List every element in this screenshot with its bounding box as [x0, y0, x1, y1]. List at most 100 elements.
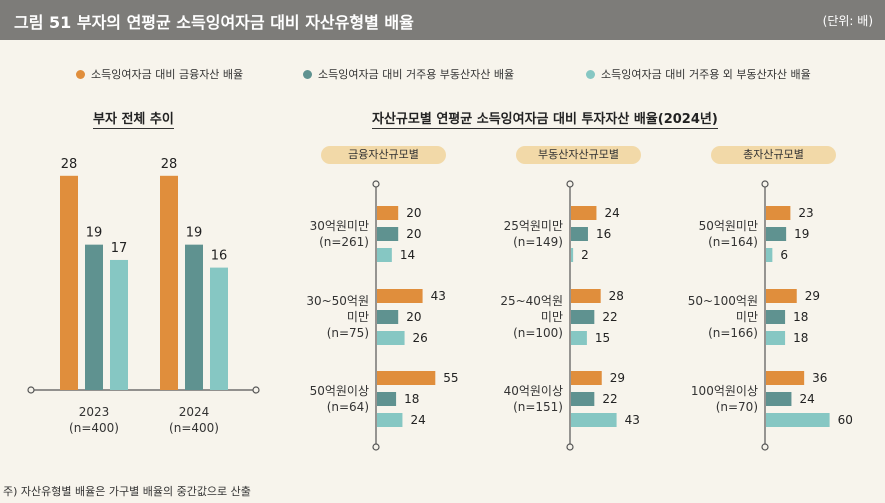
axis-end-marker	[27, 386, 35, 394]
bar	[766, 392, 792, 406]
category-label: 50억원미만	[699, 219, 758, 233]
axis-end-marker	[761, 443, 769, 451]
category-label: 50억원이상	[310, 384, 369, 398]
bar	[60, 175, 78, 390]
category-label: 2024	[179, 405, 210, 419]
figure-title: 그림 51 부자의 연평균 소득잉여자금 대비 자산유형별 배율	[14, 13, 414, 32]
bar	[571, 206, 597, 220]
bar	[571, 289, 601, 303]
data-label: 29	[610, 371, 625, 385]
data-label: 17	[111, 241, 128, 256]
bar	[571, 392, 595, 406]
category-label: 미만	[347, 310, 369, 324]
category-label: (n=75)	[327, 326, 369, 340]
right-section-title: 자산규모별 연평균 소득잉여자금 대비 투자자산 배율(2024년)	[372, 108, 718, 129]
bar	[110, 259, 128, 390]
category-label: (n=70)	[716, 400, 758, 414]
bar	[377, 206, 399, 220]
data-label: 28	[61, 157, 78, 172]
data-label: 15	[595, 331, 610, 345]
bar	[571, 331, 587, 345]
axis-end-marker	[761, 180, 769, 188]
data-label: 18	[793, 310, 808, 324]
data-label: 20	[406, 227, 421, 241]
data-label: 19	[794, 227, 809, 241]
bar	[766, 289, 797, 303]
legend-dot-residential	[303, 69, 312, 79]
data-label: 18	[793, 331, 808, 345]
category-label: 50~100억원	[688, 294, 758, 308]
category-label: 미만	[541, 310, 563, 324]
legend-label: 소득잉여자금 대비 금융자산 배율	[91, 68, 244, 81]
bar	[377, 392, 397, 406]
data-label: 6	[780, 248, 788, 262]
category-label: (n=400)	[169, 421, 219, 435]
data-label: 20	[406, 310, 421, 324]
data-label: 29	[805, 289, 820, 303]
bar	[377, 227, 399, 241]
bar	[377, 413, 403, 427]
data-label: 19	[186, 226, 203, 241]
bar	[571, 310, 595, 324]
data-label: 16	[596, 227, 611, 241]
category-label: (n=149)	[513, 235, 563, 249]
panel-pill-real-estate: 부동산자산규모별	[516, 146, 641, 164]
bar	[210, 267, 228, 390]
footnote: 주) 자산유형별 배율은 가구별 배율의 중간값으로 산출	[3, 485, 251, 498]
bar	[571, 413, 617, 427]
bar	[766, 206, 791, 220]
data-label: 28	[609, 289, 624, 303]
data-label: 28	[161, 157, 178, 172]
data-label: 23	[798, 206, 813, 220]
axis-end-marker	[566, 443, 574, 451]
bar	[571, 371, 602, 385]
axis-end-marker	[252, 386, 260, 394]
bar	[377, 331, 405, 345]
data-label: 20	[406, 206, 421, 220]
data-label: 36	[812, 371, 827, 385]
bar	[766, 227, 787, 241]
data-label: 22	[602, 392, 617, 406]
bar	[766, 413, 830, 427]
data-label: 24	[604, 206, 619, 220]
category-label: (n=166)	[708, 326, 758, 340]
bar	[766, 371, 805, 385]
category-label: 30억원미만	[310, 219, 369, 233]
bar	[377, 248, 392, 262]
left-section-title: 부자 전체 추이	[93, 108, 174, 129]
axis-end-marker	[372, 443, 380, 451]
category-label: 30~50억원	[306, 294, 369, 308]
data-label: 24	[799, 392, 814, 406]
legend-dot-non-residential	[586, 69, 595, 79]
data-label: 2	[581, 248, 589, 262]
bar	[377, 371, 436, 385]
category-label: 25억원미만	[504, 219, 563, 233]
category-label: (n=64)	[327, 400, 369, 414]
category-label: 25~40억원	[500, 294, 563, 308]
category-label: (n=400)	[69, 421, 119, 435]
data-label: 22	[602, 310, 617, 324]
category-label: 40억원이상	[504, 384, 563, 398]
bar	[571, 248, 574, 262]
legend-dot-financial	[76, 69, 85, 79]
figure-header: 그림 51 부자의 연평균 소득잉여자금 대비 자산유형별 배율 (단위: 배)	[0, 0, 885, 40]
category-label: (n=151)	[513, 400, 563, 414]
legend-label: 소득잉여자금 대비 거주용 부동산자산 배율	[318, 68, 515, 81]
bar	[377, 289, 423, 303]
legend-item-non-residential: 소득잉여자금 대비 거주용 외 부동산자산 배율	[586, 66, 811, 82]
panel-pill-total: 총자산규모별	[711, 146, 836, 164]
data-label: 16	[211, 249, 228, 264]
unit-label: (단위: 배)	[822, 14, 873, 28]
bar	[377, 310, 399, 324]
legend-label: 소득잉여자금 대비 거주용 외 부동산자산 배율	[601, 68, 811, 81]
panel-pill-financial: 금융자산규모별	[321, 146, 446, 164]
bar	[185, 244, 203, 390]
data-label: 18	[404, 392, 419, 406]
bar	[85, 244, 103, 390]
axis-end-marker	[372, 180, 380, 188]
data-label: 14	[400, 248, 415, 262]
data-label: 43	[431, 289, 446, 303]
category-label: (n=100)	[513, 326, 563, 340]
axis-end-marker	[566, 180, 574, 188]
